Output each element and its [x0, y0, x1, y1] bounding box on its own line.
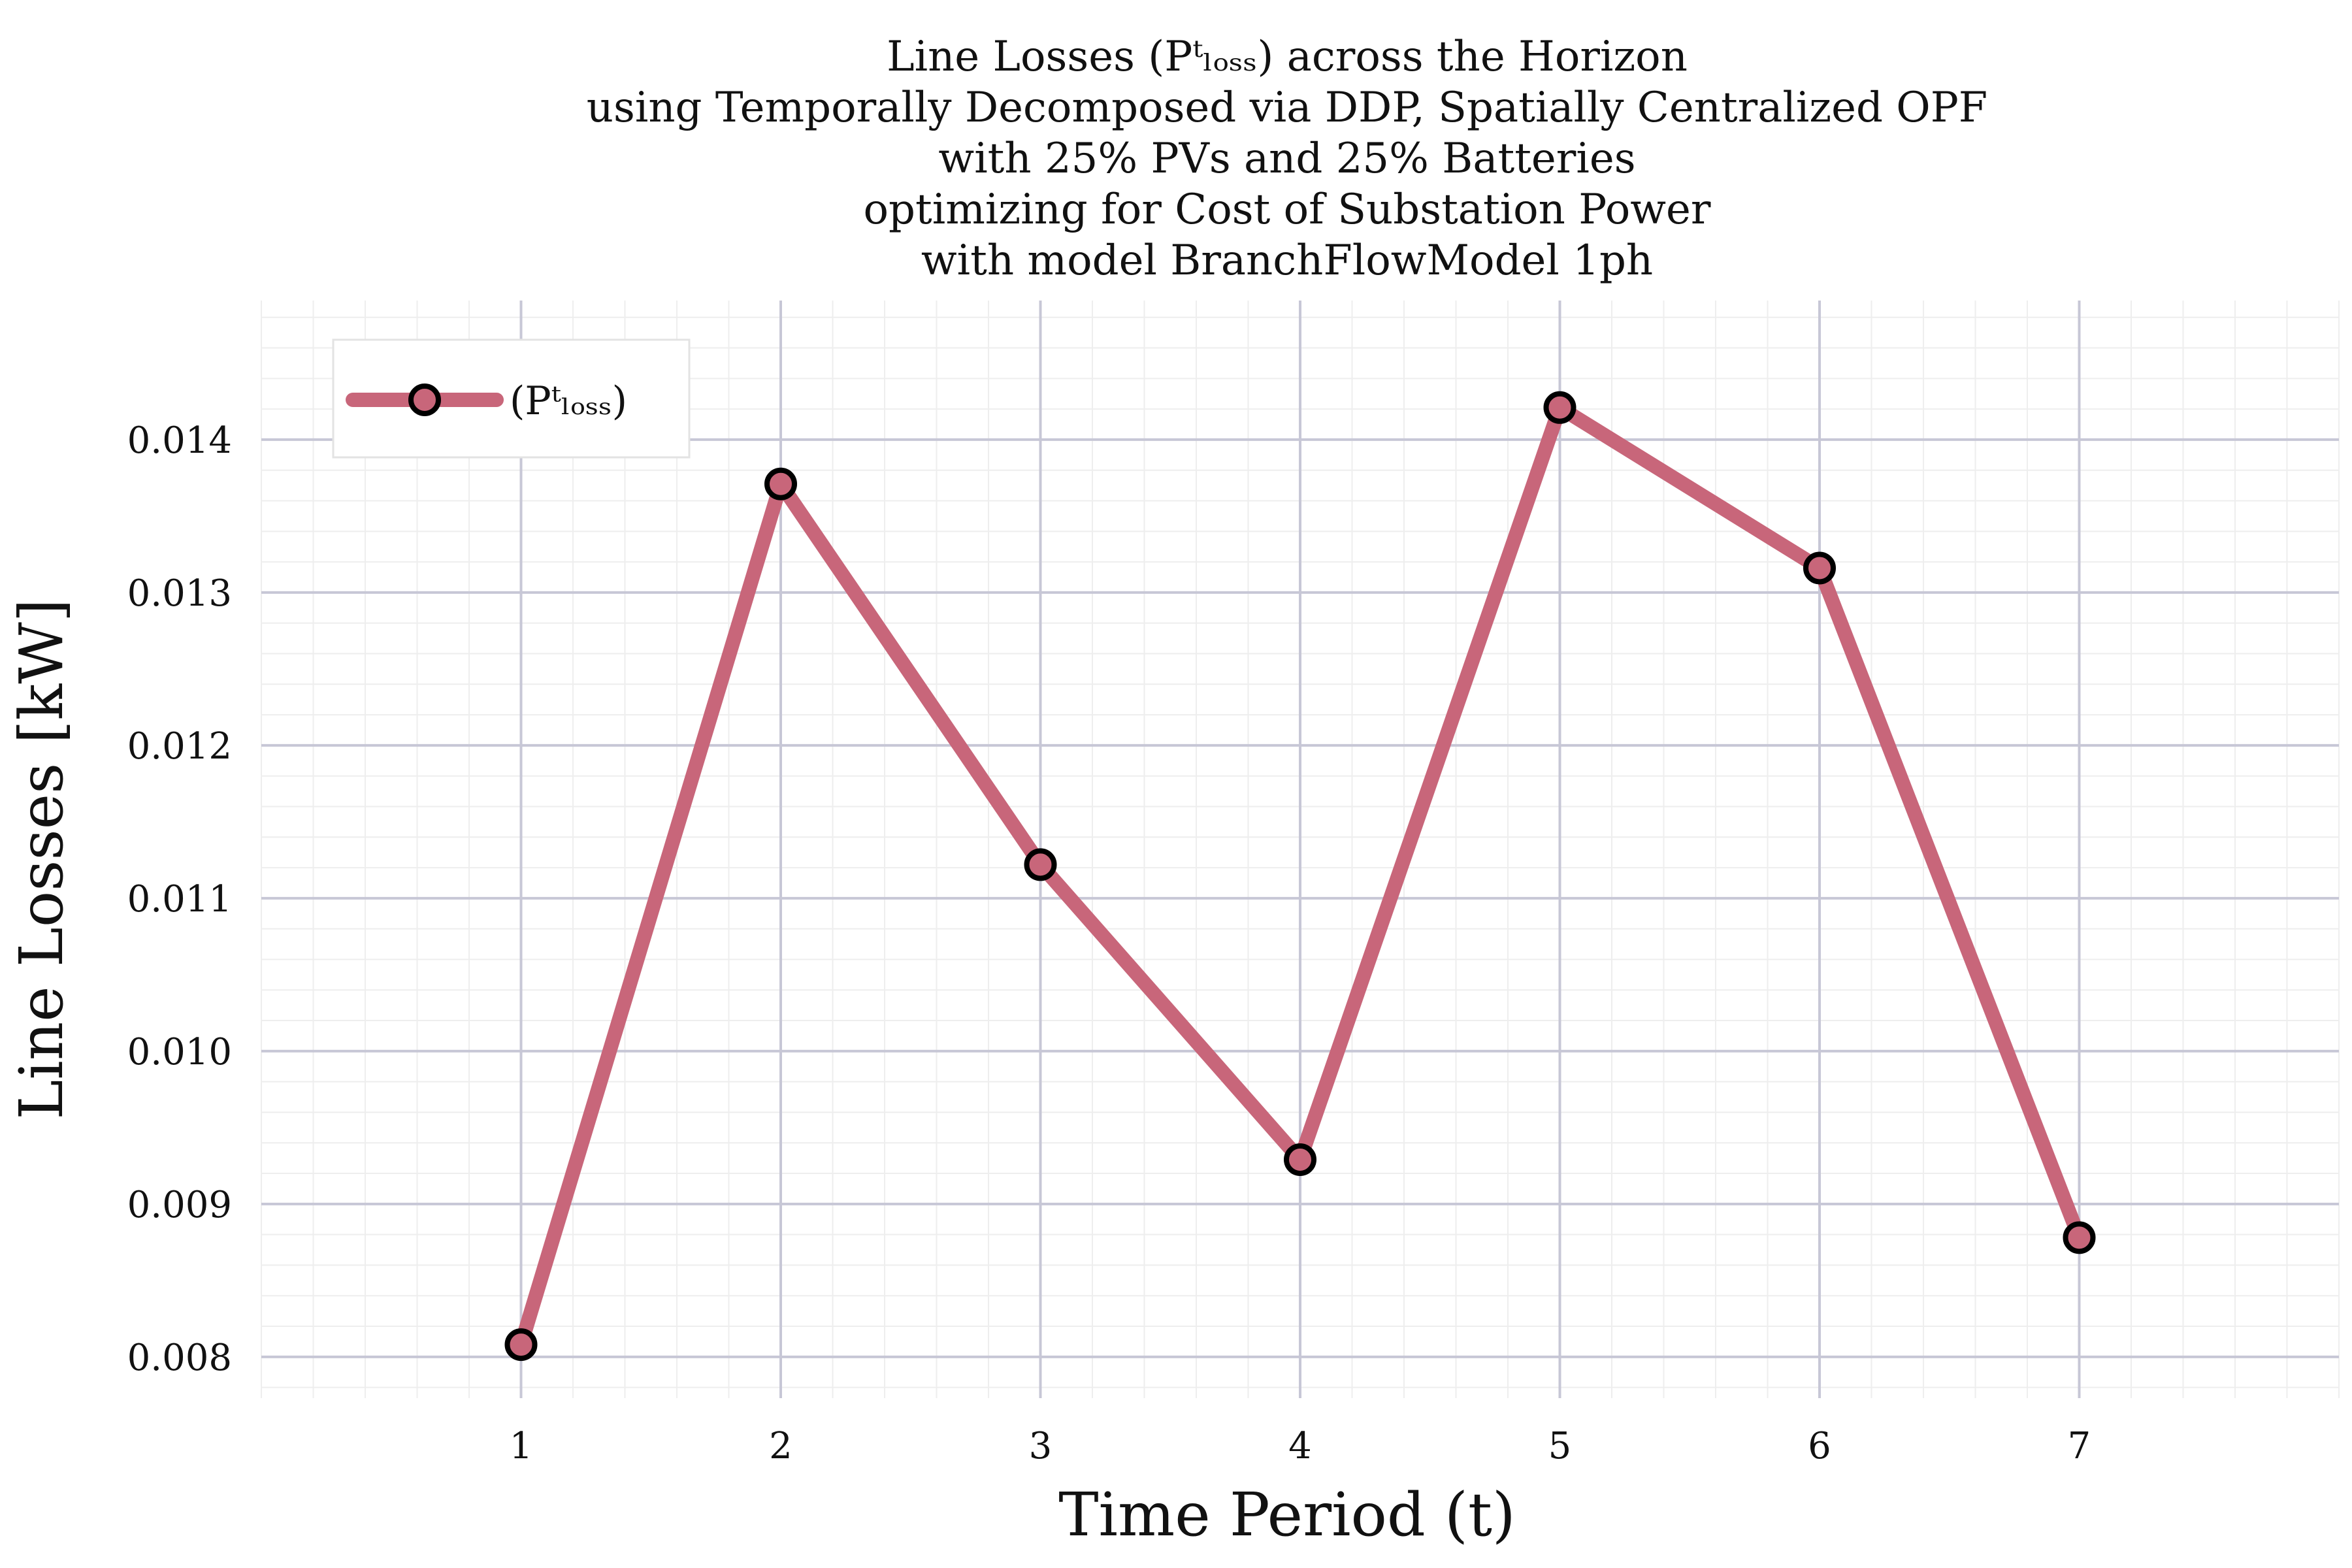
- x-axis-ticks: 1 2 3 4 5 6 7: [510, 1425, 2091, 1467]
- y-tick-label: 0.013: [127, 572, 232, 615]
- data-point: [1543, 391, 1576, 424]
- data-point: [1803, 551, 1836, 585]
- chart-title: Line Losses (Pᵗₗₒₛₛ) across the Horizon …: [587, 33, 1987, 285]
- y-tick-label: 0.011: [127, 878, 232, 921]
- x-tick-label: 2: [769, 1425, 792, 1467]
- y-axis-label: Line Losses [kW]: [7, 598, 76, 1119]
- x-tick-label: 6: [1808, 1425, 1831, 1467]
- legend-label: (Pᵗₗₒₛₛ): [510, 378, 627, 424]
- legend-marker-swatch: [408, 384, 441, 416]
- x-tick-label: 4: [1288, 1425, 1312, 1467]
- chart-title-line-3: with 25% PVs and 25% Batteries: [938, 135, 1635, 183]
- major-grid: [261, 301, 2339, 1398]
- series-layer: [504, 391, 2096, 1362]
- y-tick-label: 0.014: [127, 419, 232, 462]
- y-tick-label: 0.010: [127, 1031, 232, 1073]
- x-tick-label: 7: [2068, 1425, 2091, 1467]
- y-axis-ticks: 0.008 0.009 0.010 0.011 0.012 0.013 0.014: [127, 419, 232, 1379]
- y-tick-label: 0.012: [127, 725, 232, 768]
- legend: (Pᵗₗₒₛₛ): [332, 338, 691, 459]
- chart-title-line-4: optimizing for Cost of Substation Power: [864, 186, 1711, 234]
- y-tick-label: 0.008: [127, 1337, 232, 1379]
- x-tick-label: 3: [1029, 1425, 1053, 1467]
- x-tick-label: 1: [510, 1425, 533, 1467]
- data-point: [1284, 1143, 1316, 1176]
- x-axis-label: Time Period (t): [1058, 1480, 1516, 1550]
- x-tick-label: 5: [1548, 1425, 1572, 1467]
- y-tick-label: 0.009: [127, 1184, 232, 1226]
- data-point: [764, 467, 797, 500]
- chart-title-line-1: Line Losses (Pᵗₗₒₛₛ) across the Horizon: [887, 33, 1688, 81]
- chart-title-line-5: with model BranchFlowModel 1ph: [921, 237, 1653, 285]
- data-point: [1024, 848, 1057, 881]
- data-point: [504, 1328, 538, 1362]
- chart-title-line-2: using Temporally Decomposed via DDP, Spa…: [587, 84, 1987, 132]
- data-point: [2063, 1221, 2096, 1254]
